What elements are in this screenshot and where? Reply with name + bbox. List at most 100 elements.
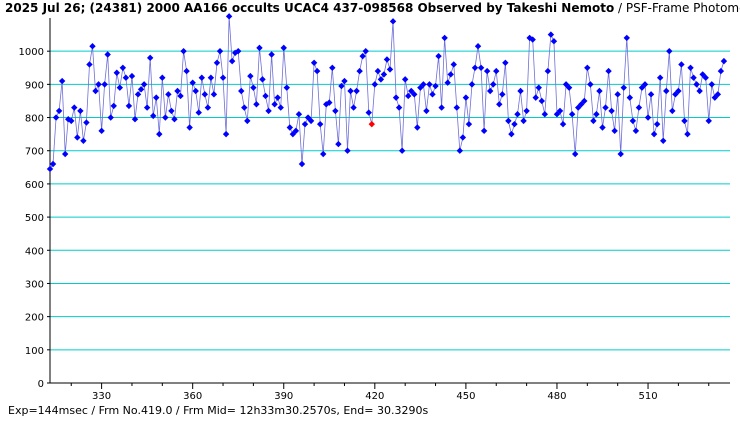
data-point (696, 87, 703, 95)
data-point (265, 107, 272, 115)
data-point (113, 69, 120, 76)
x-tick-label-510: 510 (638, 391, 657, 402)
data-point (635, 104, 643, 111)
data-point (110, 102, 117, 110)
data-point (271, 101, 278, 108)
data-point (177, 92, 184, 100)
data-point (556, 107, 564, 115)
data-point (171, 116, 178, 123)
data-point (213, 59, 221, 66)
data-point (174, 87, 181, 95)
y-tick-label-800: 800 (25, 114, 44, 125)
data-point (119, 64, 127, 71)
data-point (666, 47, 673, 55)
data-point (292, 127, 300, 135)
data-point (565, 84, 573, 91)
y-tick-label-0: 0 (38, 379, 44, 390)
data-point (131, 116, 139, 123)
x-tick-label-330: 330 (92, 391, 111, 402)
data-point (538, 97, 545, 105)
data-point (708, 81, 715, 88)
data-point (350, 104, 357, 111)
y-tick-label-300: 300 (25, 279, 44, 290)
data-point (80, 137, 87, 144)
data-point (228, 57, 236, 65)
y-tick-label-400: 400 (25, 246, 44, 257)
data-point (52, 114, 60, 121)
data-point (520, 117, 527, 125)
x-tick-labels: 330 360 390 420 450 480 510 (92, 391, 658, 402)
chart-title: 2025 Jul 26; (24381) 2000 AA166 occults … (5, 1, 740, 15)
data-point (444, 79, 451, 86)
data-point (626, 94, 634, 101)
data-point (122, 74, 130, 81)
data-point (186, 124, 193, 131)
data-point (383, 56, 391, 63)
y-tick-label-900: 900 (25, 80, 44, 91)
data-point (459, 134, 467, 141)
data-point (156, 130, 163, 138)
data-point (46, 165, 54, 173)
data-point (705, 117, 712, 125)
data-point (183, 67, 190, 75)
data-point (532, 94, 539, 101)
data-point (165, 91, 172, 98)
data-point (225, 13, 233, 20)
data-point (486, 87, 494, 95)
data-point (638, 84, 646, 91)
data-point (259, 76, 266, 83)
data-point (207, 74, 215, 81)
data-point (58, 77, 66, 85)
data-point (550, 38, 558, 45)
axes (47, 18, 730, 389)
data-point (244, 117, 251, 125)
series-line-0 (49, 16, 725, 170)
data-point (89, 43, 96, 50)
data-point (414, 124, 421, 131)
data-point (77, 107, 84, 115)
data-point (678, 61, 685, 68)
data-point (547, 31, 555, 38)
data-point (493, 67, 500, 75)
data-point (714, 91, 722, 98)
data-point (405, 92, 412, 100)
data-point (523, 107, 530, 115)
data-point (614, 91, 621, 98)
data-point (465, 120, 473, 128)
data-point (371, 81, 379, 88)
data-point (456, 147, 464, 154)
data-point (335, 140, 342, 148)
data-point (398, 147, 406, 154)
data-point (347, 87, 354, 95)
data-point (593, 111, 600, 118)
data-point (125, 102, 133, 110)
data-point (68, 117, 75, 125)
y-tick-labels: 0 100 200 300 400 500 600 700 800 900 1000 (19, 47, 44, 390)
x-tick-label-420: 420 (365, 391, 384, 402)
x-tick-label-480: 480 (547, 391, 566, 402)
data-point (101, 81, 108, 88)
data-point (153, 94, 160, 101)
data-point (620, 84, 627, 91)
data-point (471, 64, 479, 71)
data-point (438, 104, 445, 111)
data-point (435, 52, 442, 60)
data-point (687, 64, 694, 71)
data-point (426, 81, 433, 88)
data-point (98, 127, 105, 135)
data-point (541, 111, 549, 118)
data-point (608, 107, 615, 115)
series-line (49, 16, 725, 170)
x-tick-label-360: 360 (183, 391, 202, 402)
data-point (386, 66, 394, 73)
data-point (450, 61, 457, 68)
data-point (447, 71, 454, 78)
data-point (477, 64, 485, 71)
data-point (702, 74, 709, 81)
data-point (92, 87, 99, 95)
data-point (222, 130, 230, 138)
data-point (210, 91, 218, 98)
data-point (669, 107, 676, 115)
series-points (46, 13, 728, 173)
data-point (502, 59, 509, 66)
